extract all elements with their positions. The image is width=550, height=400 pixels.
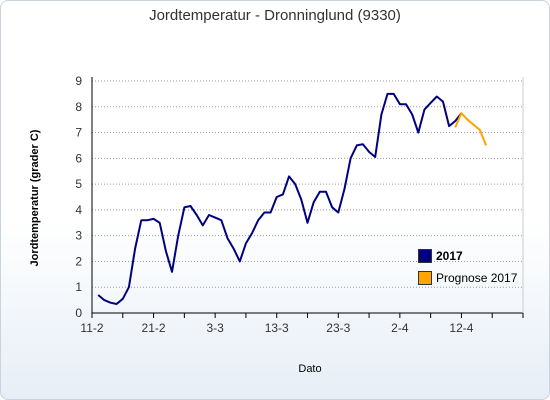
- chart-title: Jordtemperatur - Dronninglund (9330): [149, 7, 401, 24]
- series-line-2017: [97, 92, 463, 305]
- y-tick-label: 5: [75, 177, 82, 191]
- series-layer: [97, 92, 488, 305]
- x-tick-label: 2-4: [391, 321, 409, 335]
- legend-label-prognose: Prognose 2017: [436, 271, 518, 285]
- x-tick-label: 21-2: [142, 321, 166, 335]
- y-tick-label: 4: [75, 203, 82, 217]
- y-tick-label: 9: [75, 74, 82, 88]
- x-tick-label: 12-4: [449, 321, 473, 335]
- x-tick-label: 13-3: [265, 321, 289, 335]
- x-tick-label: 11-2: [80, 321, 103, 335]
- x-tick-label: 23-3: [326, 321, 350, 335]
- legend-item-2017: 2017: [418, 246, 517, 266]
- legend-swatch-2017: [418, 249, 432, 263]
- y-tick-label: 6: [75, 151, 82, 165]
- x-axis-label: Dato: [298, 363, 322, 375]
- y-tick-label: 7: [75, 126, 82, 140]
- y-tick-label: 8: [75, 100, 82, 114]
- legend: 2017 Prognose 2017: [418, 246, 517, 290]
- y-tick-label: 0: [75, 306, 82, 320]
- series-line-prognose-2017: [454, 112, 488, 146]
- axis-layer: 0 1 2 3 4 5 6 7 8 9 11-2 21-2 3-3 13-3 23-3 2-4 12-4: [75, 74, 524, 335]
- y-tick-label: 2: [75, 254, 82, 268]
- y-tick-label: 1: [75, 280, 82, 294]
- legend-label-2017: 2017: [436, 249, 463, 263]
- legend-swatch-prognose: [418, 271, 432, 285]
- x-tick-label: 3-3: [206, 321, 224, 335]
- legend-item-prognose: Prognose 2017: [418, 268, 517, 288]
- y-tick-label: 3: [75, 229, 82, 243]
